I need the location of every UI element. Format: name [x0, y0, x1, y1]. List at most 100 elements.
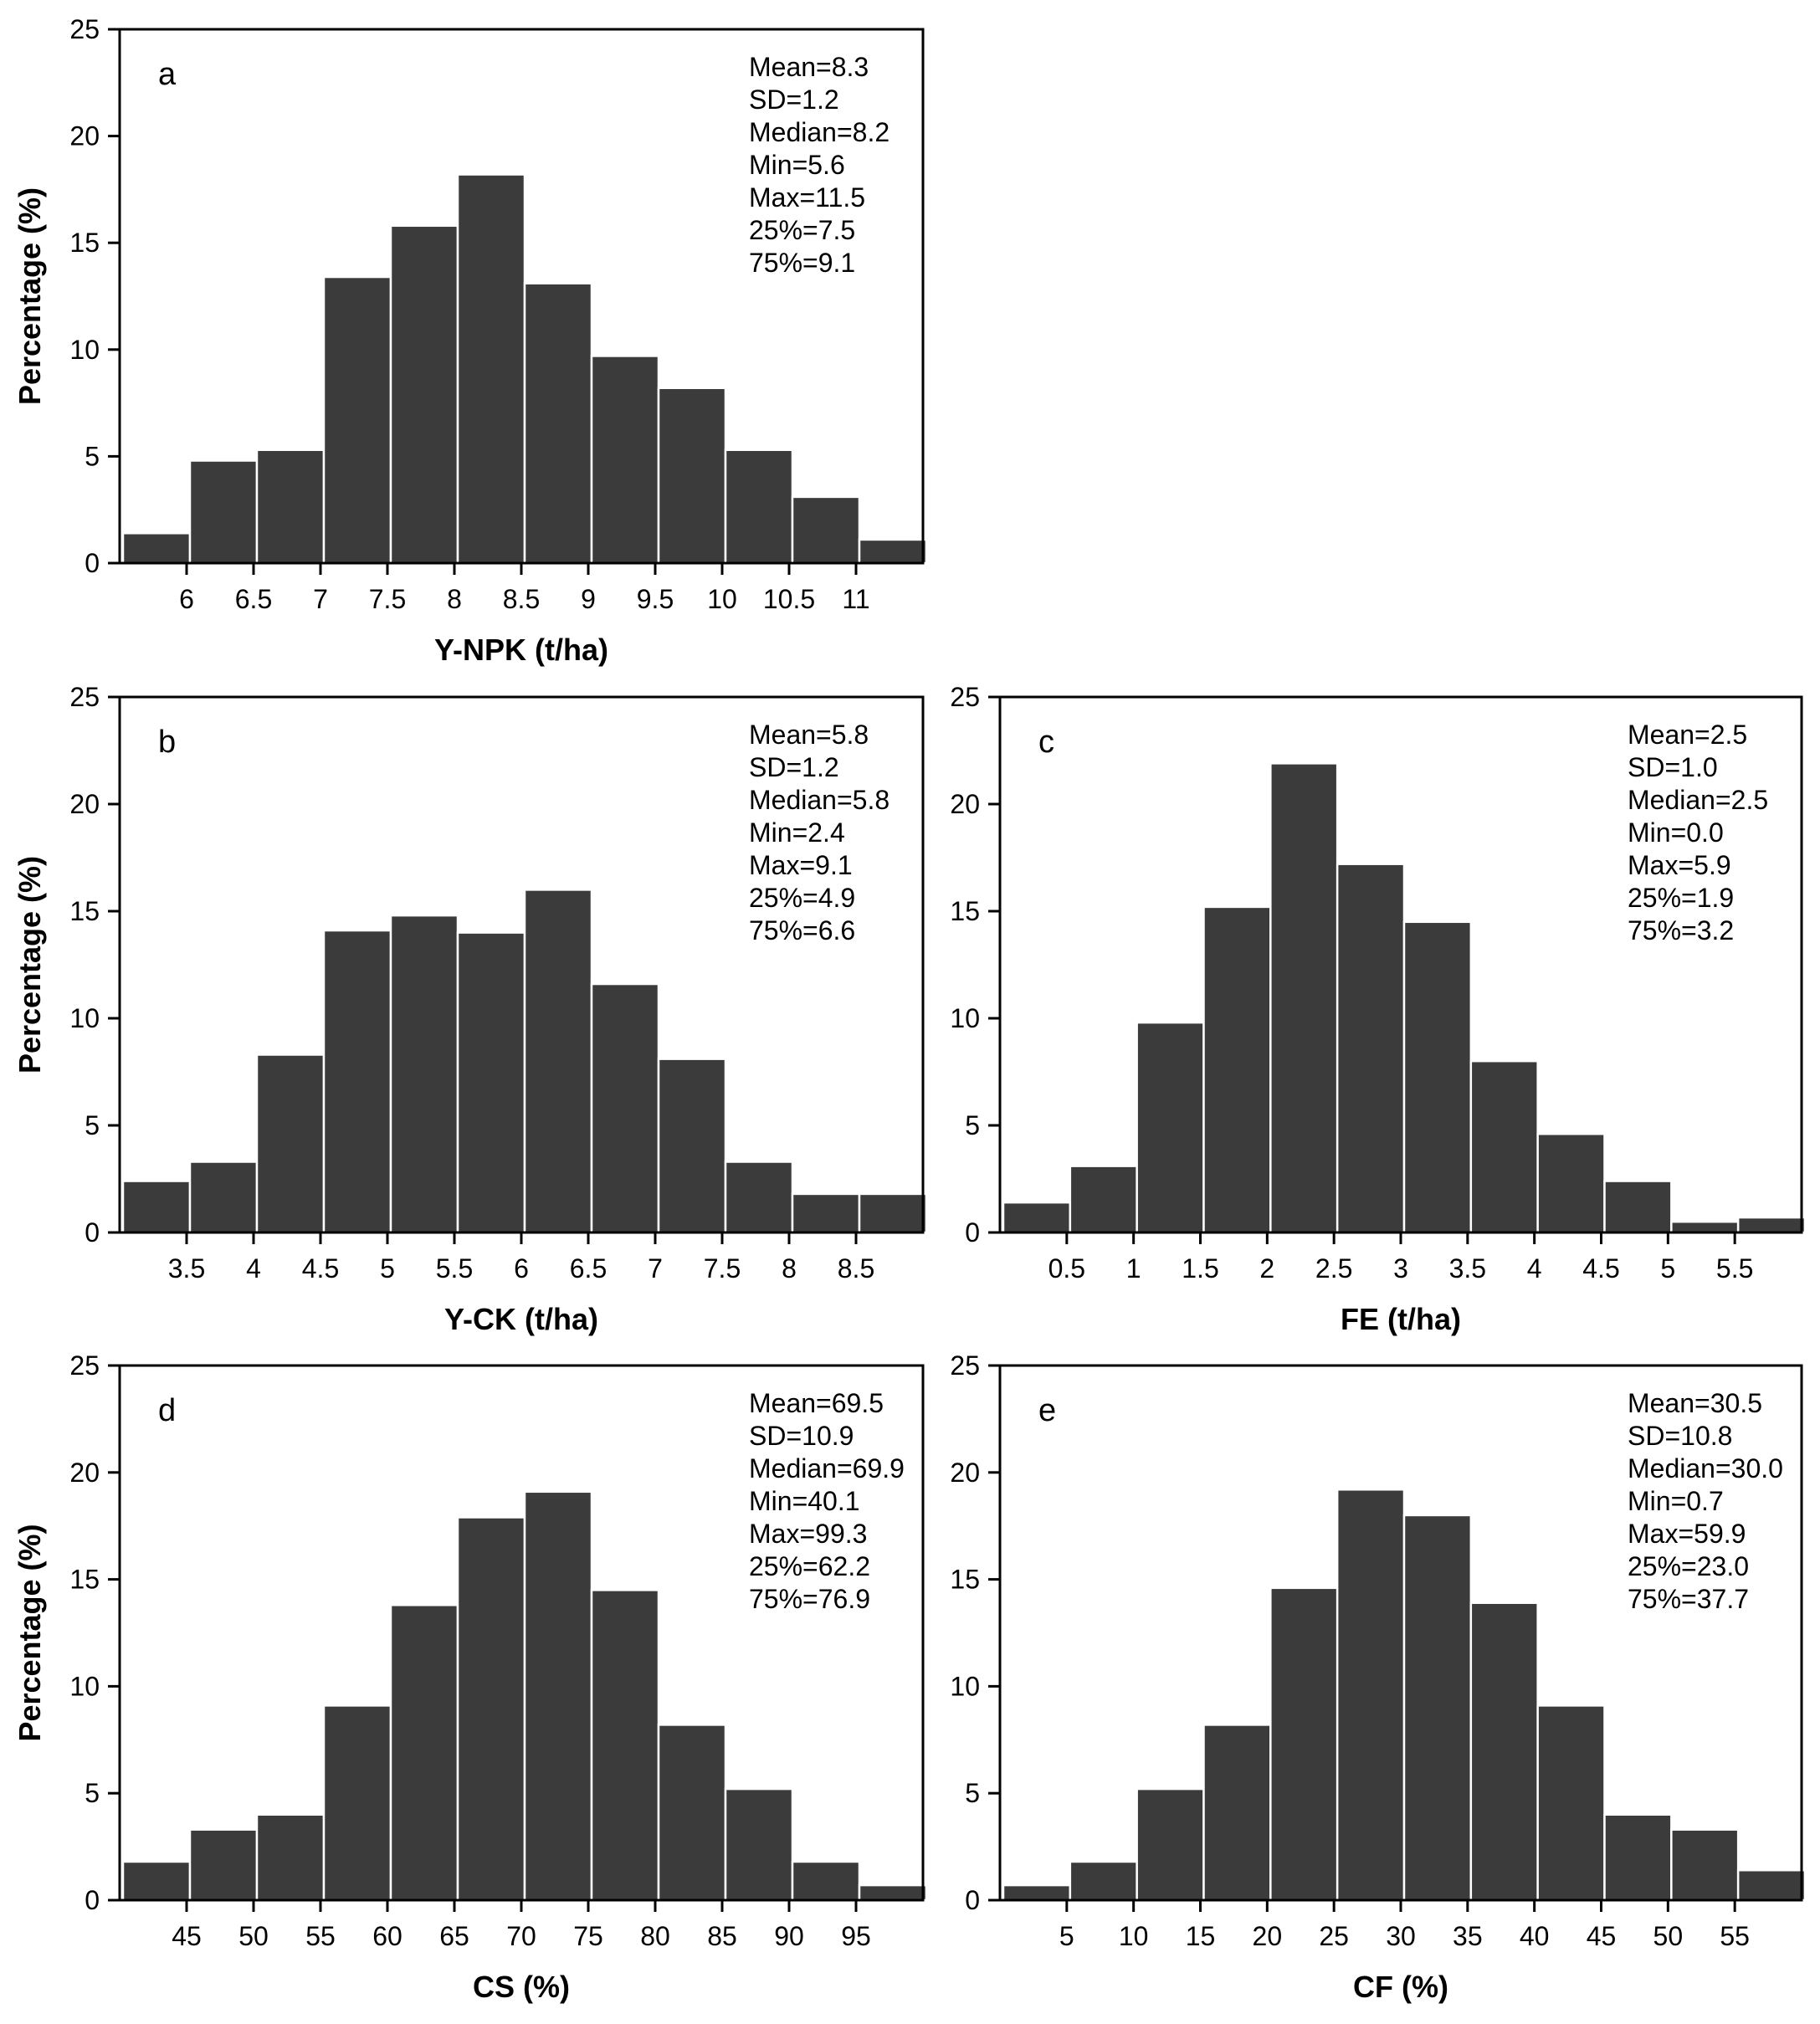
xtick-label-e-4: 25	[1319, 1921, 1349, 1951]
xtick-label-d-9: 90	[774, 1921, 804, 1951]
ytick-label-d-4: 20	[69, 1458, 100, 1488]
xtick-label-c-8: 4.5	[1582, 1253, 1619, 1284]
panel-label-c: c	[1038, 725, 1054, 760]
bar-a-10	[791, 495, 861, 565]
ytick-label-e-5: 25	[950, 1350, 980, 1381]
xtick-label-e-1: 10	[1119, 1921, 1149, 1951]
bar-e-5	[1336, 1488, 1406, 1902]
ytick-label-c-2: 10	[950, 1003, 980, 1033]
xtick-label-d-2: 55	[305, 1921, 336, 1951]
xtick-label-d-5: 70	[506, 1921, 536, 1951]
xlabel-e: CF (%)	[1353, 1970, 1448, 2004]
ytick-label-c-4: 20	[950, 789, 980, 819]
xlabel-d: CS (%)	[473, 1970, 570, 2004]
xtick-label-d-1: 50	[238, 1921, 269, 1951]
stat-c-3: Min=0.0	[1628, 817, 1724, 848]
xtick-label-a-6: 9	[581, 584, 596, 614]
xtick-label-c-7: 4	[1527, 1253, 1542, 1284]
panel-a: 0 5 10 15 20 25 6 6.5 7 7.5 8 8.5 9 9.5 10 10.5 11 Y-NPK …	[13, 14, 928, 667]
xtick-label-b-2: 4.5	[302, 1253, 339, 1284]
ytick-label-d-3: 15	[69, 1565, 100, 1595]
bar-b-8	[657, 1058, 727, 1234]
panel-label-e: e	[1038, 1393, 1056, 1428]
bar-d-11	[858, 1883, 928, 1902]
stat-c-5: 25%=1.9	[1628, 883, 1734, 913]
ytick-label-e-3: 15	[950, 1565, 980, 1595]
xtick-label-a-0: 6	[179, 584, 194, 614]
xtick-label-c-2: 1.5	[1182, 1253, 1218, 1284]
bar-d-7	[590, 1589, 660, 1902]
stat-e-5: 25%=23.0	[1628, 1551, 1749, 1581]
bar-e-8	[1536, 1704, 1606, 1902]
xtick-label-b-8: 7.5	[704, 1253, 741, 1284]
panel-label-a: a	[158, 57, 177, 92]
ytick-label-d-1: 5	[85, 1778, 100, 1808]
stat-b-3: Min=2.4	[749, 817, 845, 848]
xtick-label-e-0: 5	[1059, 1921, 1074, 1951]
panel-label-d: d	[158, 1393, 176, 1428]
xtick-label-b-9: 8	[782, 1253, 797, 1284]
bar-e-11	[1736, 1868, 1807, 1902]
bar-b-2	[255, 1053, 326, 1234]
bar-e-4	[1269, 1586, 1339, 1902]
bar-a-0	[121, 532, 192, 565]
bar-d-4	[389, 1604, 459, 1902]
xtick-label-a-9: 10.5	[763, 584, 815, 614]
xtick-label-e-2: 15	[1186, 1921, 1216, 1951]
xtick-label-a-4: 8	[447, 584, 462, 614]
xtick-label-c-5: 3	[1393, 1253, 1408, 1284]
stat-d-1: SD=10.9	[749, 1421, 854, 1451]
ytick-label-a-3: 15	[69, 228, 100, 258]
stat-c-6: 75%=3.2	[1628, 915, 1734, 945]
panel-b: 0 5 10 15 20 25 3.5 4 4.5 5 5.5 6 6.5 7 7.5 8 8.5 Y-CK (t…	[13, 682, 928, 1336]
ytick-label-c-1: 5	[965, 1110, 980, 1140]
xtick-label-d-3: 60	[372, 1921, 402, 1951]
bar-c-11	[1736, 1216, 1807, 1234]
bar-c-1	[1069, 1165, 1138, 1234]
xtick-label-a-10: 11	[842, 584, 869, 614]
bar-a-1	[188, 459, 259, 565]
xtick-label-b-5: 6	[514, 1253, 529, 1284]
stat-e-0: Mean=30.5	[1628, 1388, 1762, 1418]
bar-c-6	[1402, 920, 1473, 1234]
ytick-label-e-0: 0	[965, 1885, 980, 1915]
stat-d-2: Median=69.9	[749, 1453, 905, 1483]
stat-b-1: SD=1.2	[749, 752, 839, 782]
ytick-label-e-1: 5	[965, 1778, 980, 1808]
xtick-label-e-3: 20	[1253, 1921, 1283, 1951]
bar-b-0	[121, 1180, 192, 1234]
ytick-label-a-1: 5	[85, 441, 100, 471]
bar-c-4	[1269, 762, 1339, 1234]
stat-c-0: Mean=2.5	[1628, 720, 1747, 750]
xlabel-b: Y-CK (t/ha)	[444, 1302, 598, 1336]
panel-label-b: b	[158, 725, 176, 760]
stat-b-5: 25%=4.9	[749, 883, 855, 913]
bar-d-2	[255, 1813, 326, 1902]
ylabel-d: Percentage (%)	[13, 1524, 47, 1741]
xtick-label-b-4: 5.5	[436, 1253, 473, 1284]
bar-b-11	[858, 1192, 928, 1234]
bar-e-6	[1402, 1514, 1473, 1902]
xtick-label-d-8: 85	[707, 1921, 737, 1951]
bar-d-1	[188, 1828, 259, 1902]
xtick-label-b-7: 7	[648, 1253, 663, 1284]
xtick-label-a-7: 9.5	[637, 584, 674, 614]
xtick-label-b-1: 4	[246, 1253, 261, 1284]
stat-e-6: 75%=37.7	[1628, 1584, 1749, 1614]
ytick-label-d-5: 25	[69, 1350, 100, 1381]
xtick-label-a-8: 10	[707, 584, 737, 614]
ytick-label-b-3: 15	[69, 896, 100, 926]
xtick-label-b-3: 5	[380, 1253, 395, 1284]
xtick-label-a-1: 6.5	[235, 584, 272, 614]
ytick-label-a-0: 0	[85, 548, 100, 578]
bar-a-5	[456, 173, 526, 565]
bar-e-10	[1670, 1828, 1740, 1902]
xtick-label-e-7: 40	[1520, 1921, 1550, 1951]
bar-b-4	[389, 914, 459, 1234]
bar-b-9	[724, 1161, 794, 1234]
bar-e-9	[1603, 1813, 1673, 1902]
xtick-label-c-4: 2.5	[1315, 1253, 1352, 1284]
bar-a-7	[590, 355, 660, 565]
bar-a-2	[255, 448, 326, 565]
xtick-label-b-0: 3.5	[168, 1253, 205, 1284]
